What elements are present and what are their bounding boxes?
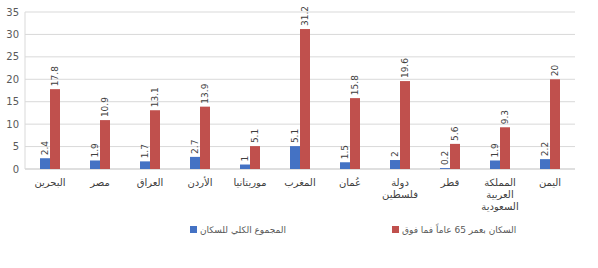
- bar: [440, 168, 450, 169]
- bar: [350, 98, 360, 169]
- data-label: 5.1: [290, 129, 300, 143]
- data-label: 10.9: [100, 97, 110, 117]
- data-label: 1.7: [140, 144, 150, 158]
- data-label: 2.4: [40, 141, 50, 156]
- y-tick-label: 0: [13, 164, 19, 175]
- x-tick-label: موريتانيا: [233, 177, 266, 188]
- legend-label: المجموع الكلي للسكان: [200, 225, 286, 235]
- bars: [40, 29, 560, 169]
- bar: [300, 29, 310, 169]
- data-label: 1: [240, 156, 250, 162]
- y-tick-label: 35: [6, 7, 19, 18]
- data-label: 2.7: [190, 140, 200, 154]
- bar: [250, 146, 260, 169]
- bar: [40, 158, 50, 169]
- bar: [140, 161, 150, 169]
- x-tick-label-line: السعودية: [481, 201, 518, 212]
- x-tick-label: العراق: [137, 177, 164, 188]
- data-label: 9.3: [500, 110, 510, 124]
- y-tick-label: 30: [6, 29, 19, 40]
- bar: [450, 144, 460, 169]
- data-label: 15.8: [350, 75, 360, 95]
- x-tick-label: الأردن: [187, 176, 212, 188]
- legend-label: السكان بعمر 65 عاماً فما فوق: [402, 223, 516, 235]
- bar: [50, 89, 60, 169]
- data-label: 19.6: [400, 58, 410, 78]
- bar: [390, 160, 400, 169]
- x-tick-label-line: دولة: [391, 177, 409, 189]
- legend-swatch: [190, 226, 197, 233]
- y-tick-label: 10: [6, 119, 19, 130]
- bar: [400, 81, 410, 169]
- bar: [240, 165, 250, 169]
- data-label: 1.5: [340, 145, 350, 159]
- bar: [150, 110, 160, 169]
- data-label: 5.1: [250, 129, 260, 143]
- bar: [550, 79, 560, 169]
- data-label: 2: [390, 151, 400, 157]
- data-label: 1.9: [90, 143, 100, 158]
- x-tick-label: دولةفلسطين: [382, 177, 418, 200]
- bar: [190, 157, 200, 169]
- chart: 0 5 10 15 20 25 30 35 2.4 1.9 1.7 2.7 1 5.1 1.5 2 0.2 1.9…: [0, 0, 598, 268]
- data-label: 2.2: [540, 142, 550, 156]
- data-label: 5.6: [450, 126, 460, 141]
- bar: [540, 159, 550, 169]
- bar: [100, 120, 110, 169]
- x-tick-label: مصر: [89, 177, 110, 188]
- data-label: 20: [550, 65, 560, 77]
- x-tick-label: المملكةالعربيةالسعودية: [481, 177, 518, 212]
- data-label: 1.9: [490, 143, 500, 158]
- bar: [340, 162, 350, 169]
- bar: [290, 146, 300, 169]
- x-tick-label: البحرين: [34, 177, 65, 188]
- y-axis-line: [25, 12, 26, 169]
- data-label: 17.8: [50, 66, 60, 86]
- x-tick-label-line: المملكة: [484, 177, 516, 188]
- y-tick-label: 25: [6, 51, 19, 62]
- bar: [500, 127, 510, 169]
- x-tick-label: قطر: [440, 177, 460, 188]
- bar: [90, 160, 100, 169]
- bar: [200, 107, 210, 169]
- x-tick-label: المغرب: [284, 177, 315, 188]
- bar: [490, 160, 500, 169]
- x-tick-label: عُمان: [339, 177, 361, 188]
- x-tick-label-line: العربية: [486, 189, 513, 200]
- data-label: 0.2: [440, 151, 450, 165]
- x-tick-label-line: فلسطين: [382, 189, 418, 200]
- data-label: 13.9: [200, 83, 210, 103]
- data-label: 31.2: [300, 6, 310, 26]
- y-tick-label: 15: [6, 96, 19, 107]
- y-tick-label: 20: [6, 74, 19, 85]
- x-tick-label: اليمن: [539, 177, 561, 188]
- y-tick-label: 5: [13, 141, 19, 152]
- data-label: 13.1: [150, 87, 160, 107]
- legend-swatch: [392, 226, 399, 233]
